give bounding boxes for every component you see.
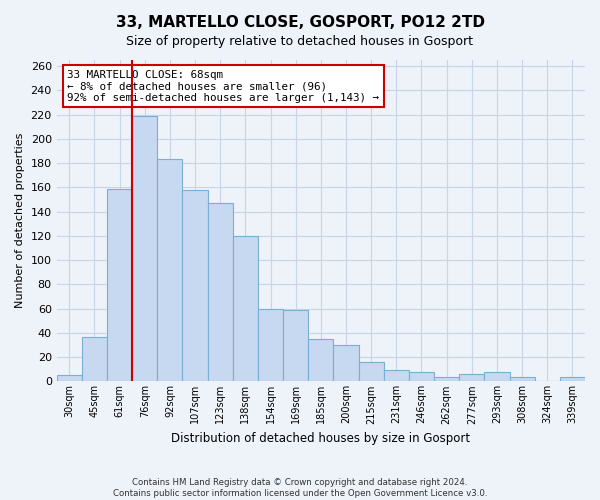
Bar <box>258 308 283 382</box>
Bar <box>484 372 509 382</box>
Bar <box>308 339 334 382</box>
Bar <box>157 160 182 382</box>
Bar <box>132 116 157 382</box>
Bar <box>182 190 208 382</box>
Bar <box>334 345 359 382</box>
Text: Contains HM Land Registry data © Crown copyright and database right 2024.
Contai: Contains HM Land Registry data © Crown c… <box>113 478 487 498</box>
Bar <box>560 376 585 382</box>
Bar <box>283 310 308 382</box>
Text: 33, MARTELLO CLOSE, GOSPORT, PO12 2TD: 33, MARTELLO CLOSE, GOSPORT, PO12 2TD <box>115 15 485 30</box>
Bar <box>359 362 384 382</box>
Bar <box>409 372 434 382</box>
X-axis label: Distribution of detached houses by size in Gosport: Distribution of detached houses by size … <box>171 432 470 445</box>
Bar <box>107 188 132 382</box>
Bar <box>208 203 233 382</box>
Bar <box>459 374 484 382</box>
Bar <box>434 376 459 382</box>
Y-axis label: Number of detached properties: Number of detached properties <box>15 133 25 308</box>
Bar <box>82 336 107 382</box>
Bar <box>56 376 82 382</box>
Bar <box>509 376 535 382</box>
Bar <box>233 236 258 382</box>
Text: Size of property relative to detached houses in Gosport: Size of property relative to detached ho… <box>127 35 473 48</box>
Bar <box>384 370 409 382</box>
Text: 33 MARTELLO CLOSE: 68sqm
← 8% of detached houses are smaller (96)
92% of semi-de: 33 MARTELLO CLOSE: 68sqm ← 8% of detache… <box>67 70 379 103</box>
